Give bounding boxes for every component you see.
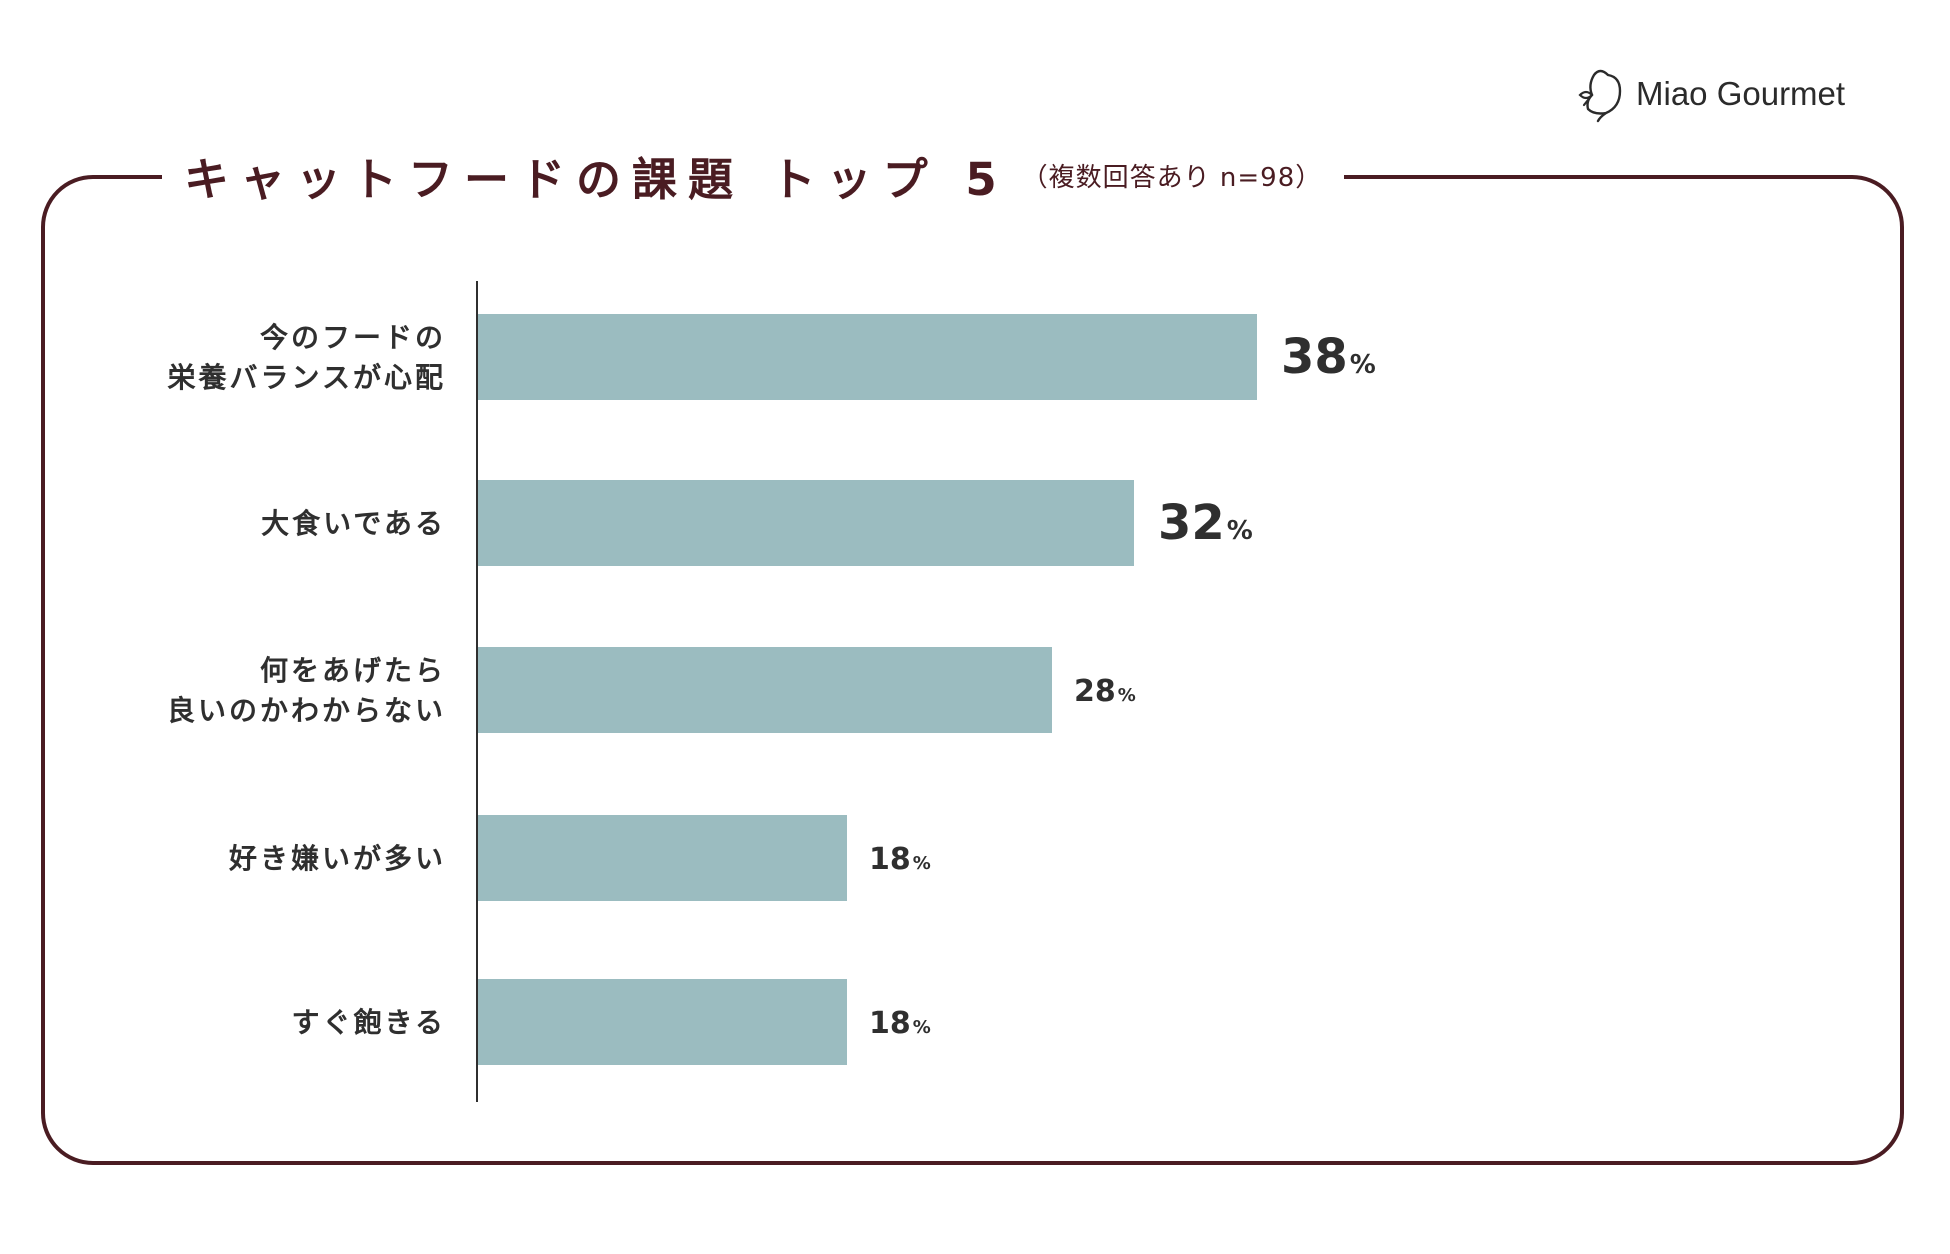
bar (478, 314, 1257, 400)
title-block: キャットフードの課題 トップ 5 （複数回答あり n=98） (162, 142, 1345, 208)
data-label: 28% (1074, 674, 1136, 709)
category-label: 今のフードの栄養バランスが心配 (168, 321, 446, 394)
bar (478, 647, 1052, 733)
category-label: 何をあげたら良いのかわからない (167, 654, 446, 727)
data-label: 38% (1281, 329, 1376, 385)
cat-head-icon (1578, 69, 1622, 123)
chart-title: キャットフードの課題 トップ 5 (184, 152, 1008, 206)
brand-logo: Miao Gourmet (1576, 64, 1845, 124)
data-label: 18% (869, 1006, 931, 1041)
bar (478, 979, 847, 1065)
brand-name: Miao Gourmet (1636, 75, 1846, 112)
category-label: 好き嫌いが多い (228, 842, 446, 875)
category-label: すぐ飽きる (292, 1006, 446, 1039)
chart-subtitle: （複数回答あり n=98） (1021, 162, 1323, 193)
data-label: 32% (1158, 495, 1253, 551)
category-label: 大食いである (261, 507, 446, 540)
bar (478, 815, 847, 901)
bar (478, 480, 1134, 566)
data-label: 18% (869, 842, 931, 877)
